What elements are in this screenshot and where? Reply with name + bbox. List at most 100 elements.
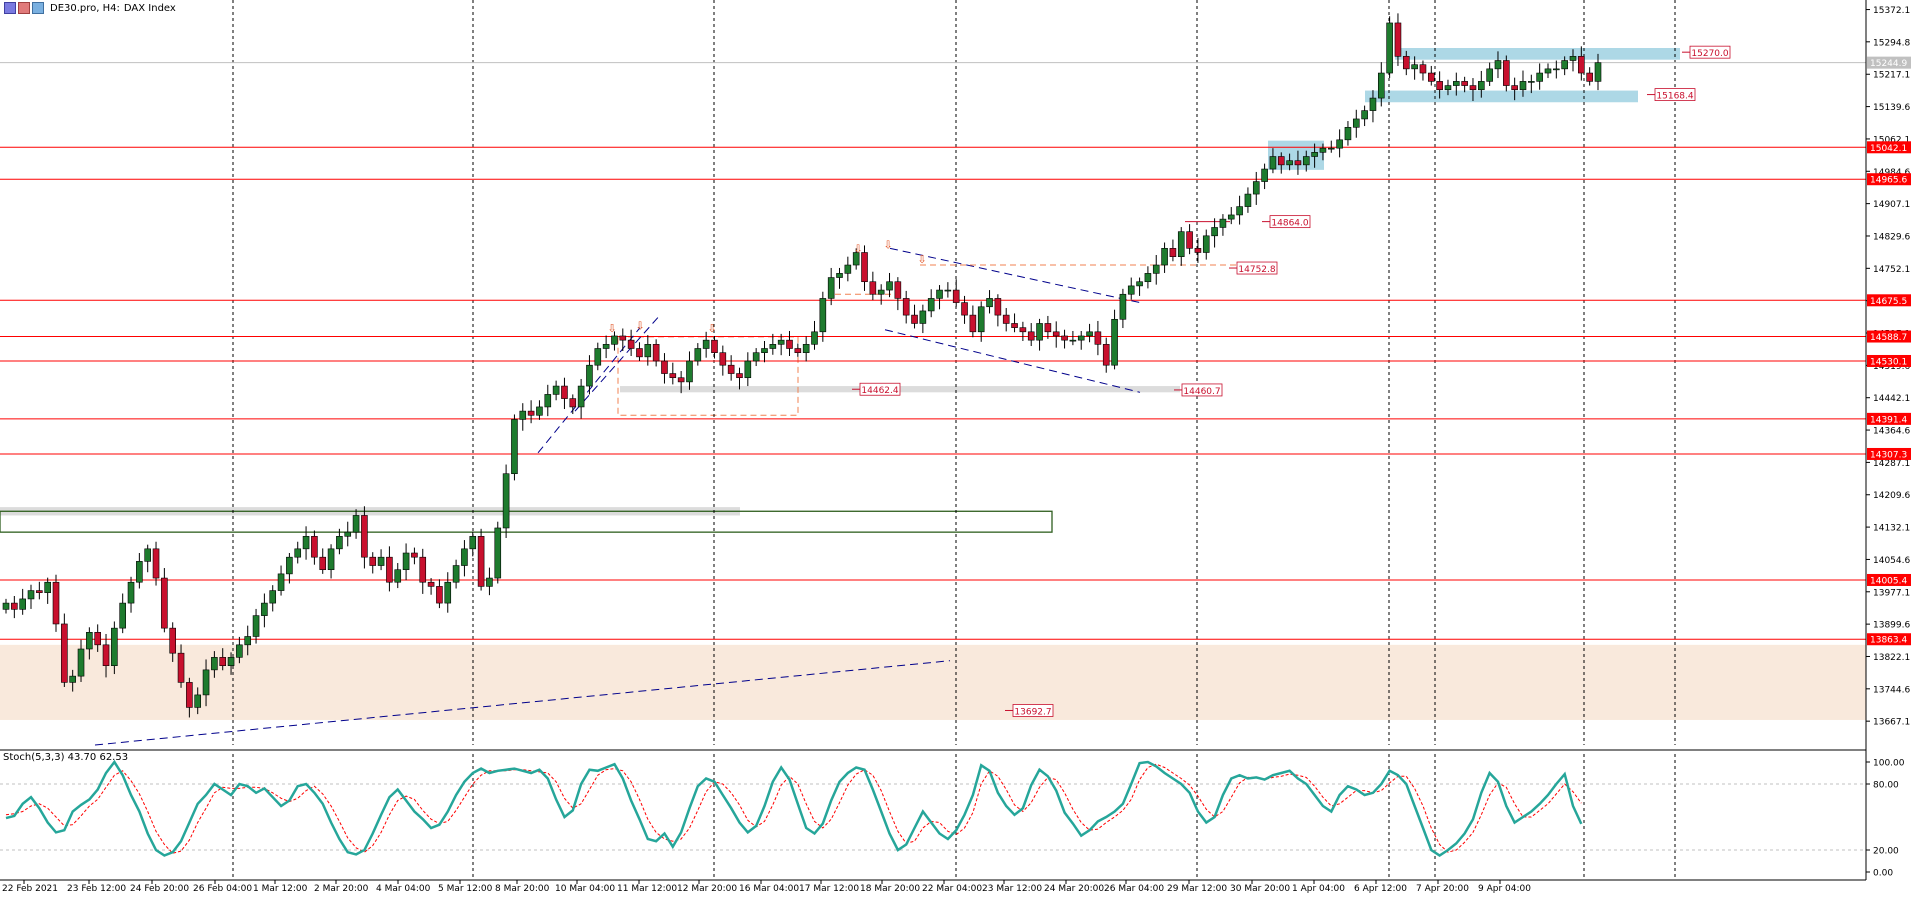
y-tick-label: 14287.1 (1873, 459, 1910, 469)
candle-body (377, 556, 385, 566)
candle-body (1461, 81, 1468, 86)
candle (1369, 90, 1377, 123)
candle (2, 598, 10, 614)
y-tick-label: 15062.1 (1873, 135, 1910, 145)
level-price-tag (1867, 173, 1911, 186)
candle (169, 622, 177, 662)
candle-body (11, 602, 18, 610)
candle-body (1436, 81, 1443, 91)
candle (19, 588, 26, 615)
candle-body (802, 344, 810, 353)
candle-body (69, 675, 76, 683)
candle (27, 584, 35, 609)
candle-body (1369, 97, 1377, 111)
candle-body (911, 314, 918, 324)
candle-body (1311, 152, 1318, 157)
candle (752, 348, 760, 367)
candle-body (352, 515, 360, 533)
candle-body (311, 536, 318, 558)
candle-body (836, 273, 843, 278)
candle-body (336, 536, 343, 550)
chart-type-icon (4, 2, 16, 14)
candle-body (177, 652, 185, 683)
candle (411, 547, 418, 565)
level-price-label: 15042.1 (1870, 144, 1907, 154)
fractal-arrow: ⇩ (883, 238, 892, 251)
x-tick-label: 23 Feb 12:00 (67, 884, 126, 894)
candle-body (1469, 85, 1477, 91)
y-tick-label: 14829.6 (1873, 232, 1910, 242)
candle-body (169, 627, 177, 654)
candle-body (852, 252, 860, 266)
candle (1528, 74, 1535, 94)
candle (927, 289, 935, 318)
candle-body (619, 335, 627, 341)
symbol-label: DE30.pro, H4: (50, 2, 120, 14)
candle (536, 400, 543, 420)
x-tick-label: 29 Mar 12:00 (1167, 884, 1227, 894)
candle-body (944, 289, 952, 292)
level-price-label: 13863.4 (1870, 636, 1907, 646)
candle-body (877, 289, 885, 295)
candle-body (77, 648, 85, 677)
channel-line (889, 247, 1141, 304)
candle (1578, 46, 1585, 81)
candle-body (52, 581, 60, 625)
indicator-icon (18, 2, 30, 14)
candle (211, 651, 218, 678)
candle-body (419, 556, 427, 583)
candle (1586, 67, 1593, 86)
candle (1594, 53, 1602, 91)
candle (611, 331, 618, 351)
candle (461, 540, 468, 577)
osc-y-tick-label: 100.00 (1873, 759, 1905, 769)
candle-body (1119, 293, 1127, 320)
candle (569, 394, 577, 415)
candle (144, 544, 151, 573)
candle (952, 279, 960, 307)
candle (486, 567, 493, 596)
candle (469, 531, 477, 557)
y-tick-label: 15139.6 (1873, 103, 1910, 113)
annotation-box (1689, 45, 1731, 59)
y-tick-label: 13667.1 (1873, 718, 1910, 728)
candle-body (86, 632, 93, 650)
candle (1119, 288, 1127, 329)
level-price-label: 14965.6 (1870, 176, 1907, 186)
x-tick-label: 30 Mar 20:00 (1230, 884, 1290, 894)
level-price-label: 14530.1 (1870, 357, 1907, 367)
candle-body (894, 281, 902, 299)
candle (1553, 60, 1560, 79)
annotation-price: 14752.8 (1238, 265, 1275, 275)
candle-body (1261, 168, 1268, 182)
x-tick-label: 17 Mar 12:00 (799, 884, 859, 894)
candle-body (1136, 281, 1143, 287)
candle (52, 574, 60, 632)
candle-body (461, 548, 468, 566)
candle-body (327, 548, 335, 571)
candle (1311, 143, 1318, 168)
candle-body (1227, 214, 1235, 220)
candle-body (494, 527, 502, 579)
candle-body (711, 339, 718, 353)
osc-y-tick-label: 20.00 (1873, 847, 1899, 857)
candle (627, 329, 635, 357)
candle (219, 648, 227, 671)
candle (102, 633, 110, 678)
candle-body (569, 398, 577, 408)
candle (777, 333, 785, 356)
candle-body (19, 598, 26, 610)
x-tick-label: 16 Mar 04:00 (739, 884, 799, 894)
candle (1294, 150, 1302, 175)
candle-body (861, 252, 868, 283)
candle-body (694, 348, 702, 362)
annotation-box (1181, 383, 1223, 397)
demand-zone (0, 644, 1866, 720)
candle-body (302, 536, 310, 550)
candle (1486, 62, 1493, 86)
annotation-box (1012, 704, 1054, 717)
x-tick-label: 24 Mar 20:00 (1044, 884, 1104, 894)
candle (1511, 77, 1518, 101)
